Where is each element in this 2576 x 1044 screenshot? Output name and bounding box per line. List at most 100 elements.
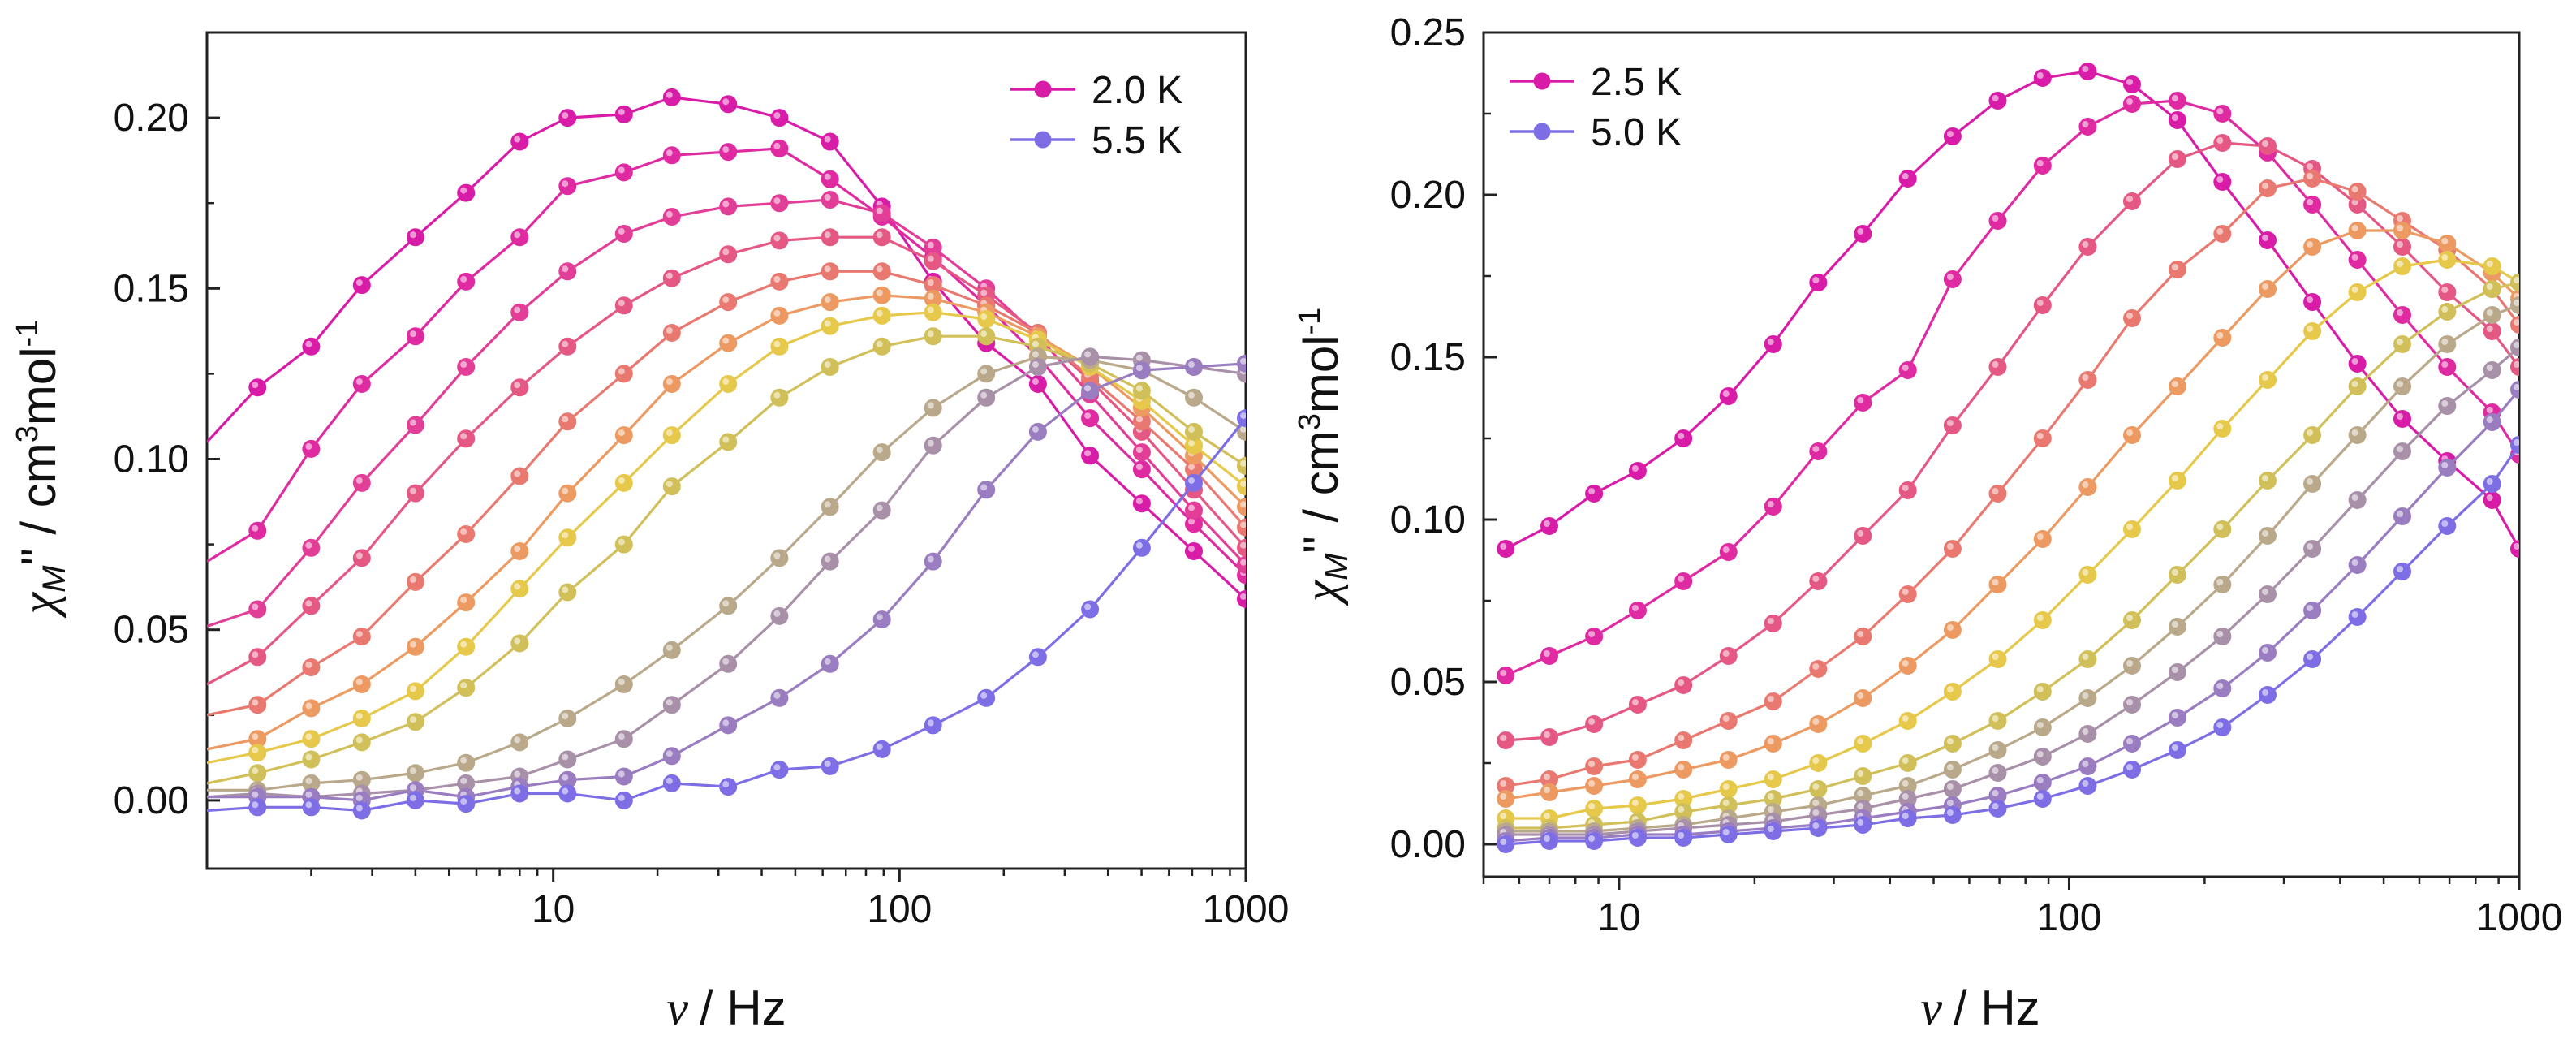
- data-point: [1185, 542, 1203, 560]
- x-axis-title: ν / Hz: [1920, 981, 2040, 1035]
- data-point: [2438, 283, 2457, 301]
- data-point: [406, 484, 424, 503]
- data-point: [248, 378, 267, 397]
- data-point: [2259, 527, 2277, 545]
- data-point: [1237, 498, 1246, 516]
- data-point-highlight: [2216, 176, 2224, 183]
- y-tick-label: 0.25: [1390, 11, 1466, 54]
- data-point-highlight: [1544, 835, 1550, 842]
- data-point-highlight: [1588, 835, 1596, 842]
- data-point-highlight: [1032, 425, 1039, 433]
- data-point-highlight: [666, 429, 673, 437]
- data-point: [2168, 472, 2186, 490]
- data-point-highlight: [1500, 543, 1507, 550]
- data-point-highlight: [2514, 319, 2519, 326]
- data-point-highlight: [980, 368, 988, 375]
- data-point: [821, 191, 839, 209]
- data-point-highlight: [562, 487, 569, 494]
- data-point-highlight: [2082, 692, 2089, 699]
- data-point: [821, 654, 839, 673]
- data-point: [2348, 251, 2367, 269]
- data-point: [510, 784, 529, 803]
- x-tick-label: 100: [2036, 896, 2101, 939]
- data-point: [558, 109, 577, 127]
- data-point: [2168, 566, 2186, 584]
- data-point-highlight: [1678, 832, 1685, 839]
- data-point: [2438, 251, 2457, 269]
- y-axis-primes: ": [1294, 536, 1348, 553]
- data-point-highlight: [666, 91, 673, 98]
- data-point-highlight: [1722, 650, 1730, 657]
- data-point-highlight: [2262, 235, 2268, 241]
- data-point-highlight: [1767, 826, 1774, 832]
- data-point: [510, 378, 529, 397]
- data-point: [2123, 520, 2141, 538]
- data-point-highlight: [1992, 579, 1999, 585]
- data-point-highlight: [1500, 813, 1507, 819]
- data-point-highlight: [618, 166, 625, 174]
- data-point-highlight: [355, 279, 363, 287]
- y-tick-label: 0.10: [114, 438, 189, 481]
- data-point-highlight: [1544, 520, 1550, 527]
- data-point: [1237, 456, 1246, 475]
- data-point-highlight: [722, 781, 730, 788]
- data-point: [2078, 757, 2097, 775]
- data-point: [872, 501, 891, 520]
- data-point-highlight: [252, 733, 259, 740]
- data-point-highlight: [2171, 153, 2178, 160]
- data-point-highlight: [2036, 533, 2044, 540]
- data-point: [1028, 422, 1047, 441]
- data-point-highlight: [2171, 712, 2178, 718]
- data-point: [1764, 735, 1782, 753]
- data-point: [457, 429, 476, 448]
- plot-frame: [205, 31, 1247, 870]
- data-point: [770, 337, 789, 356]
- data-point-highlight: [1767, 774, 1774, 780]
- data-point-highlight: [2397, 215, 2403, 222]
- data-point-highlight: [2486, 365, 2493, 371]
- data-point-highlight: [2262, 183, 2268, 189]
- data-point-highlight: [2441, 400, 2449, 407]
- data-point-highlight: [618, 538, 625, 546]
- data-point: [2213, 134, 2232, 152]
- data-point-highlight: [2486, 407, 2493, 413]
- data-point-highlight: [1631, 832, 1639, 839]
- data-point-highlight: [2262, 647, 2268, 654]
- data-point: [2303, 426, 2322, 444]
- data-point-highlight: [252, 382, 259, 389]
- data-point-highlight: [1188, 477, 1195, 484]
- data-point-highlight: [460, 433, 467, 440]
- data-point: [302, 658, 321, 676]
- data-point: [302, 699, 321, 718]
- data-point-highlight: [2262, 140, 2268, 147]
- data-point-highlight: [1500, 780, 1507, 787]
- data-point-highlight: [355, 736, 363, 744]
- data-point-highlight: [1500, 793, 1507, 800]
- data-point-highlight: [409, 794, 416, 801]
- data-point: [662, 477, 681, 496]
- data-point: [1943, 780, 1962, 798]
- y-tick-label: 0.05: [114, 609, 189, 652]
- data-point: [1854, 394, 1872, 412]
- data-point: [1809, 754, 1828, 772]
- data-point-highlight: [1240, 459, 1246, 467]
- data-point: [719, 654, 738, 673]
- data-point: [1081, 409, 1100, 428]
- data-point: [1497, 790, 1515, 808]
- data-point-highlight: [409, 330, 416, 338]
- data-point: [1988, 800, 2007, 818]
- data-point-highlight: [514, 770, 521, 778]
- data-point-highlight: [1240, 593, 1246, 600]
- data-point-highlight: [618, 794, 625, 801]
- data-point: [1028, 358, 1047, 376]
- data-point: [1628, 796, 1647, 814]
- data-point-highlight: [1135, 365, 1143, 372]
- data-point: [302, 750, 321, 769]
- data-point-highlight: [1857, 692, 1864, 699]
- data-point: [977, 388, 996, 407]
- data-point: [2393, 335, 2411, 353]
- data-point-highlight: [1188, 361, 1195, 368]
- data-point: [2510, 436, 2519, 454]
- data-point: [2348, 426, 2367, 444]
